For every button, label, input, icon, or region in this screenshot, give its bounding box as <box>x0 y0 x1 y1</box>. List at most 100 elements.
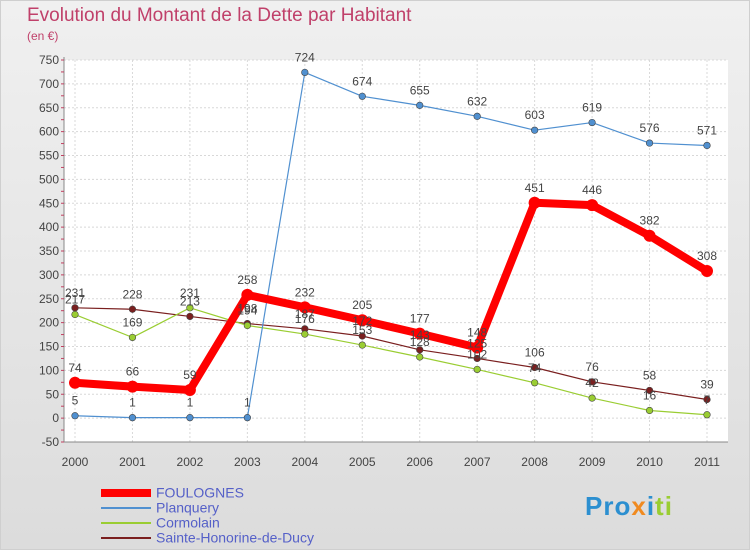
data-point-foulognes <box>413 327 426 340</box>
data-point-foulognes <box>643 229 656 242</box>
data-point-sainte-honorine-de-ducy <box>531 363 539 372</box>
data-label-cormolain: 7 <box>704 393 711 407</box>
data-label-planquery: 674 <box>352 74 372 88</box>
legend-label-cormolain: Cormolain <box>156 514 220 531</box>
data-label-cormolain: 128 <box>410 335 430 349</box>
legend-swatch-cormolain <box>101 521 151 524</box>
data-point-planquery <box>416 101 424 109</box>
data-label-foulognes: 148 <box>467 325 487 339</box>
data-point-planquery <box>645 139 654 147</box>
data-point-planquery <box>128 414 137 422</box>
data-label-planquery: 724 <box>295 50 315 64</box>
data-point-planquery <box>473 112 481 120</box>
data-point-cormolain <box>186 304 194 312</box>
data-point-foulognes <box>183 383 196 396</box>
data-label-sainte-honorine-de-ducy: 213 <box>180 294 200 308</box>
data-label-sainte-honorine-de-ducy: 143 <box>410 328 430 342</box>
x-tick-label: 2009 <box>579 455 606 469</box>
data-label-foulognes: 451 <box>525 181 545 195</box>
x-tick-label: 2007 <box>464 455 491 469</box>
grid-layer <box>64 59 728 443</box>
data-point-foulognes <box>356 314 369 327</box>
data-point-sainte-honorine-de-ducy <box>703 395 711 404</box>
data-label-planquery: 603 <box>525 108 545 122</box>
x-tick-label: 2011 <box>694 455 720 469</box>
legend-label-planquery: Planquery <box>156 499 220 516</box>
data-point-foulognes <box>701 265 713 278</box>
y-tick-label: 350 <box>39 244 59 258</box>
y-tick-label: 250 <box>39 292 59 306</box>
x-tick-label: 2002 <box>177 455 204 469</box>
data-label-cormolain: 169 <box>122 315 142 329</box>
data-point-sainte-honorine-de-ducy <box>645 386 654 395</box>
data-point-sainte-honorine-de-ducy <box>186 312 194 321</box>
data-point-sainte-honorine-de-ducy <box>473 354 481 363</box>
data-point-sainte-honorine-de-ducy <box>416 346 424 354</box>
data-point-planquery <box>186 414 194 422</box>
data-label-sainte-honorine-de-ducy: 125 <box>467 336 487 350</box>
data-point-foulognes <box>298 301 311 314</box>
legend-label-sainte-honorine: Sainte-Honorine-de-Ducy <box>156 529 314 546</box>
legend-swatch-sainte-honorine <box>101 536 151 539</box>
data-point-planquery <box>588 118 596 127</box>
y-tick-label: 150 <box>39 340 59 354</box>
x-tick-label: 2001 <box>119 455 146 469</box>
series-line-cormolain <box>74 307 708 416</box>
data-label-foulognes: 232 <box>295 285 315 299</box>
data-point-cormolain <box>301 330 309 338</box>
data-label-cormolain: 16 <box>643 388 657 402</box>
data-point-sainte-honorine-de-ducy <box>358 332 366 340</box>
data-point-cormolain <box>703 411 711 419</box>
y-tick-label: 0 <box>52 411 59 425</box>
data-point-cormolain <box>645 406 654 415</box>
data-label-sainte-honorine-de-ducy: 228 <box>122 287 142 301</box>
y-tick-label: 100 <box>39 363 59 377</box>
chart-subtitle: (en €) <box>27 29 59 43</box>
legend-item-sainte-honorine: Sainte-Honorine-de-Ducy <box>101 530 314 545</box>
data-label-sainte-honorine-de-ducy: 231 <box>65 286 85 300</box>
data-point-planquery <box>301 68 309 77</box>
data-point-foulognes <box>586 199 599 212</box>
x-tick-label: 2004 <box>291 455 318 469</box>
data-point-planquery <box>243 414 251 422</box>
data-point-planquery <box>358 92 366 100</box>
x-tick-label: 2008 <box>521 455 548 469</box>
y-tick-label: 650 <box>39 101 59 115</box>
y-tick-label: 600 <box>39 125 59 139</box>
data-label-cormolain: 42 <box>585 376 599 390</box>
series-layer <box>69 68 713 422</box>
data-point-cormolain <box>531 379 539 387</box>
series-line-planquery <box>74 71 708 419</box>
proxiti-logo: Proxiti <box>585 491 673 521</box>
data-label-cormolain: 74 <box>528 361 542 375</box>
data-label-foulognes: 177 <box>410 312 430 326</box>
legend-item-cormolain: Cormolain <box>101 515 314 530</box>
data-point-cormolain <box>588 394 596 402</box>
data-label-foulognes: 382 <box>640 214 660 228</box>
data-label-foulognes: 205 <box>352 298 372 312</box>
series-line-foulognes <box>71 198 711 394</box>
data-point-cormolain <box>416 353 424 361</box>
y-tick-label: 300 <box>39 268 59 282</box>
data-point-foulognes <box>241 288 254 301</box>
data-label-foulognes: 59 <box>183 368 197 382</box>
chart-title: Evolution du Montant de la Dette par Hab… <box>27 5 412 26</box>
x-tick-label: 2000 <box>62 455 89 469</box>
data-label-sainte-honorine-de-ducy: 198 <box>237 302 257 316</box>
data-label-sainte-honorine-de-ducy: 106 <box>525 346 545 360</box>
data-point-foulognes <box>126 380 139 393</box>
data-label-planquery: 5 <box>72 394 79 408</box>
data-label-sainte-honorine-de-ducy: 76 <box>585 360 599 374</box>
data-label-cormolain: 102 <box>467 347 487 361</box>
data-label-planquery: 1 <box>187 396 194 410</box>
data-label-cormolain: 231 <box>180 286 200 300</box>
data-label-sainte-honorine-de-ducy: 58 <box>643 368 657 382</box>
legend-swatch-planquery <box>101 506 151 509</box>
x-tick-label: 2006 <box>406 455 433 469</box>
data-label-cormolain: 194 <box>237 303 257 317</box>
data-point-cormolain <box>358 341 366 349</box>
data-point-cormolain <box>128 333 137 342</box>
data-label-foulognes: 446 <box>582 183 602 197</box>
data-label-planquery: 619 <box>582 101 602 115</box>
